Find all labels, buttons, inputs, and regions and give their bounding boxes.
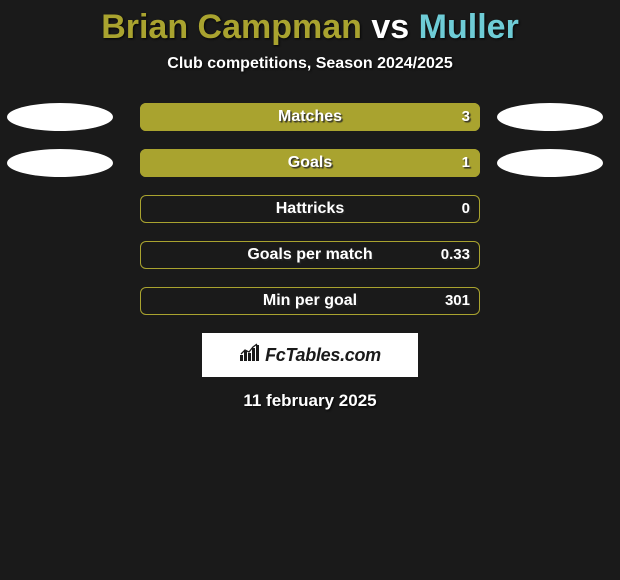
player2-ellipse (497, 103, 603, 131)
stat-label: Hattricks (140, 195, 480, 223)
stat-row: Hattricks0 (0, 195, 620, 223)
stat-value: 1 (462, 149, 470, 177)
stat-label: Goals (140, 149, 480, 177)
comparison-card: Brian Campman vs Muller Club competition… (0, 0, 620, 411)
player2-name: Muller (419, 8, 519, 46)
title: Brian Campman vs Muller (0, 8, 620, 47)
stat-value: 0 (462, 195, 470, 223)
logo-chart-icon (239, 343, 261, 368)
player1-name: Brian Campman (101, 8, 362, 46)
stat-label: Goals per match (140, 241, 480, 269)
logo-text: FcTables.com (265, 345, 381, 366)
stat-value: 3 (462, 103, 470, 131)
stat-value: 0.33 (441, 241, 470, 269)
vs-text: vs (371, 8, 409, 46)
stat-value: 301 (445, 287, 470, 315)
logo-box: FcTables.com (202, 333, 418, 377)
stat-row: Min per goal301 (0, 287, 620, 315)
stat-label: Min per goal (140, 287, 480, 315)
footer-date: 11 february 2025 (0, 391, 620, 411)
player1-ellipse (7, 149, 113, 177)
player1-ellipse (7, 103, 113, 131)
stat-label: Matches (140, 103, 480, 131)
stat-row: Goals per match0.33 (0, 241, 620, 269)
player2-ellipse (497, 149, 603, 177)
stat-row: Goals1 (0, 149, 620, 177)
subtitle: Club competitions, Season 2024/2025 (0, 55, 620, 73)
stat-row: Matches3 (0, 103, 620, 131)
stat-rows: Matches3Goals1Hattricks0Goals per match0… (0, 103, 620, 315)
